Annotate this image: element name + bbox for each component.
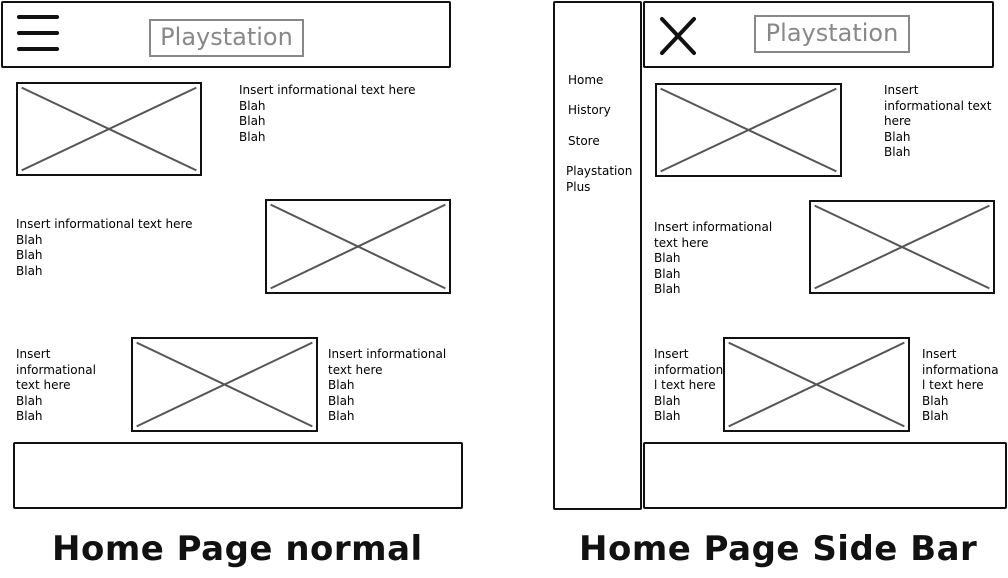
nav-item-home[interactable]: Home bbox=[568, 73, 604, 87]
info-text-2: Insert informational text here Blah Blah… bbox=[16, 217, 193, 278]
close-icon[interactable] bbox=[658, 15, 698, 57]
logo[interactable]: Playstation bbox=[149, 19, 304, 57]
sidebar-footer bbox=[643, 442, 1007, 509]
image-placeholder-icon bbox=[723, 337, 910, 432]
info-text-3-right: Insert informationa l text here Blah Bla… bbox=[922, 347, 999, 424]
info-text-1: Insert informational text here Blah Blah bbox=[884, 83, 992, 160]
image-placeholder-icon bbox=[16, 82, 202, 176]
info-text-1: Insert informational text here Blah Blah… bbox=[239, 83, 416, 144]
info-text-3-left: Insert informational text here Blah Blah bbox=[16, 347, 96, 424]
nav-item-store[interactable]: Store bbox=[568, 134, 600, 148]
info-text-3-right: Insert informational text here Blah Blah… bbox=[328, 347, 447, 424]
normal-header: Playstation bbox=[1, 1, 451, 68]
image-placeholder-icon bbox=[655, 83, 842, 177]
normal-footer bbox=[13, 442, 463, 509]
info-text-2: Insert informational text here Blah Blah… bbox=[654, 220, 773, 297]
info-text-3-left: Insert informationa l text here Blah Bla… bbox=[654, 347, 731, 424]
logo[interactable]: Playstation bbox=[754, 15, 910, 53]
hamburger-menu-icon[interactable] bbox=[17, 15, 59, 53]
sidebar-caption: Home Page Side Bar bbox=[579, 529, 978, 569]
image-placeholder-icon bbox=[809, 200, 995, 294]
side-bar: Home History Store Playstation Plus bbox=[553, 1, 642, 510]
normal-caption: Home Page normal bbox=[52, 529, 423, 569]
nav-item-history[interactable]: History bbox=[568, 103, 611, 117]
nav-item-playstation-plus[interactable]: Playstation Plus bbox=[566, 164, 633, 194]
sidebar-header: Playstation bbox=[643, 1, 994, 68]
image-placeholder-icon bbox=[131, 337, 318, 432]
image-placeholder-icon bbox=[265, 199, 451, 294]
